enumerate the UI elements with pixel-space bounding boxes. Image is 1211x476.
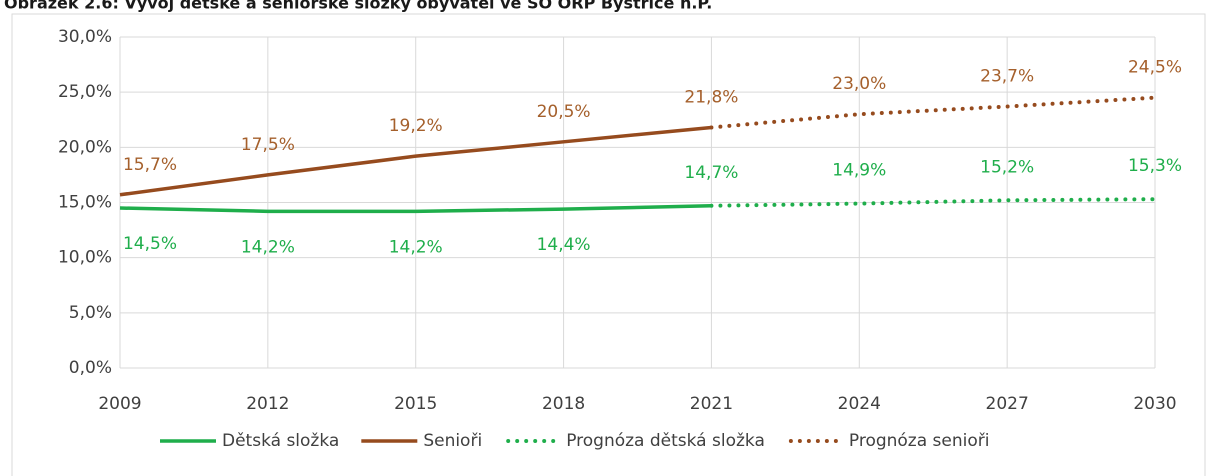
data-label: 15,2% <box>980 157 1034 177</box>
data-label: 14,4% <box>537 235 591 255</box>
data-label: 15,7% <box>123 155 177 175</box>
legend-label: Senioři <box>423 431 482 451</box>
x-tick-label: 2030 <box>1133 394 1176 414</box>
x-tick-label: 2021 <box>690 394 733 414</box>
x-tick-label: 2012 <box>246 394 289 414</box>
data-label: 19,2% <box>389 116 443 136</box>
data-label: 14,2% <box>241 237 295 257</box>
data-label: 23,7% <box>980 67 1034 87</box>
chart-title: Obrázek 2.6: Vývoj dětské a seniorské sl… <box>4 0 712 13</box>
y-tick-label: 5,0% <box>69 303 112 323</box>
series-line <box>119 204 712 214</box>
data-label: 20,5% <box>537 102 591 122</box>
legend-label: Dětská složka <box>222 431 339 451</box>
data-label: 14,2% <box>389 237 443 257</box>
data-label: 14,5% <box>123 234 177 254</box>
x-tick-label: 2015 <box>394 394 437 414</box>
data-label: 14,9% <box>832 161 886 181</box>
y-tick-label: 30,0% <box>58 27 112 47</box>
legend-label: Prognóza dětská složka <box>566 431 765 451</box>
chart-frame <box>11 13 1206 476</box>
data-label: 21,8% <box>684 87 738 107</box>
x-tick-label: 2027 <box>986 394 1029 414</box>
data-label: 15,3% <box>1128 156 1182 176</box>
y-tick-label: 20,0% <box>58 137 112 157</box>
x-tick-label: 2018 <box>542 394 585 414</box>
data-label: 14,7% <box>684 163 738 183</box>
y-tick-label: 0,0% <box>69 358 112 378</box>
x-tick-label: 2009 <box>98 394 141 414</box>
y-tick-label: 15,0% <box>58 193 112 213</box>
series-line <box>709 95 1157 130</box>
data-label: 23,0% <box>832 74 886 94</box>
legend-label: Prognóza senioři <box>849 431 990 451</box>
series-line <box>119 125 712 197</box>
y-tick-label: 25,0% <box>58 82 112 102</box>
y-tick-label: 10,0% <box>58 248 112 268</box>
series-line <box>709 197 1157 208</box>
x-tick-label: 2024 <box>838 394 881 414</box>
data-label: 24,5% <box>1128 58 1182 78</box>
data-label: 17,5% <box>241 135 295 155</box>
